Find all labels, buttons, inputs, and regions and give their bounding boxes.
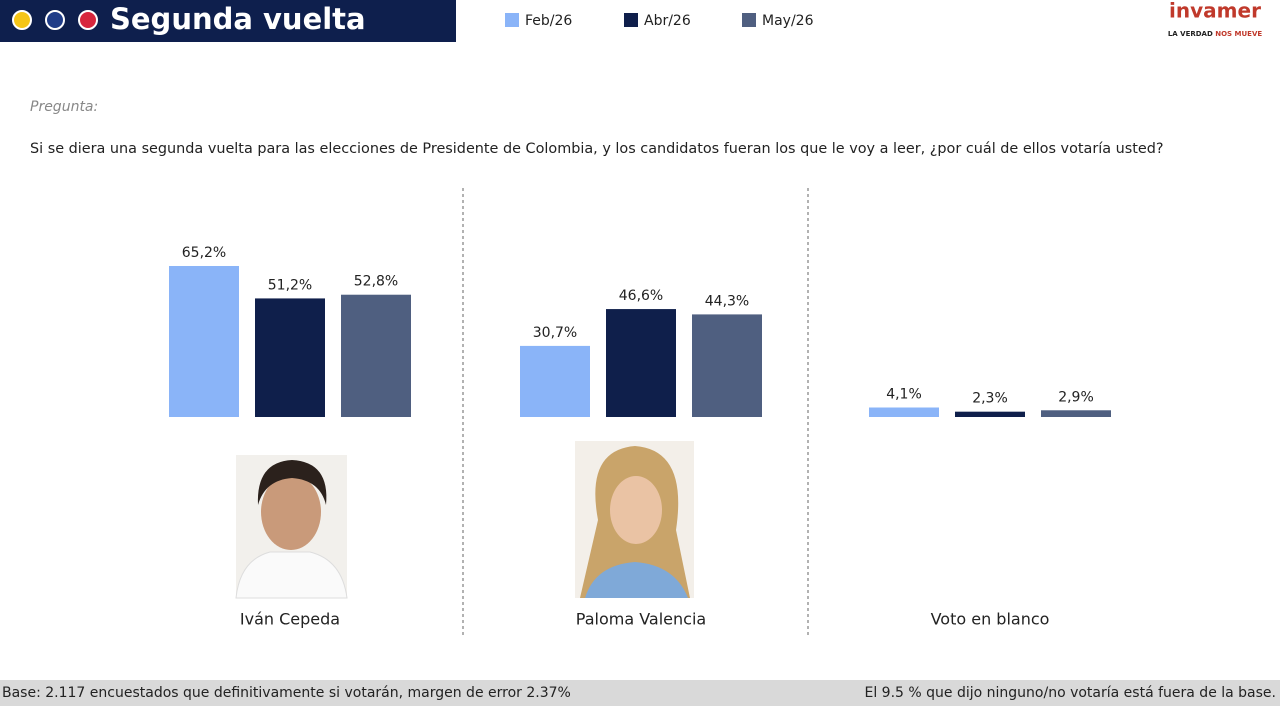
footer-left: Base: 2.117 encuestados que definitivame… — [2, 685, 571, 701]
header-bar — [0, 0, 456, 42]
dot — [78, 10, 98, 30]
category-label: Paloma Valencia — [576, 610, 706, 629]
bar — [1041, 410, 1111, 417]
legend-swatch — [505, 13, 519, 27]
category-label: Voto en blanco — [931, 610, 1050, 629]
value-label: 51,2% — [268, 277, 312, 293]
legend-label: Abr/26 — [644, 13, 691, 29]
dot — [45, 10, 65, 30]
value-label: 65,2% — [182, 245, 226, 261]
logo: invamer — [1169, 0, 1261, 23]
legend-swatch — [742, 13, 756, 27]
legend-label: Feb/26 — [525, 13, 572, 29]
bar — [341, 294, 411, 417]
footer-right: El 9.5 % que dijo ninguno/no votaría est… — [864, 685, 1276, 701]
bar — [169, 265, 239, 417]
bar — [869, 407, 939, 417]
footer-bar — [0, 680, 1280, 706]
value-label: 44,3% — [705, 293, 749, 309]
category-label: Iván Cepeda — [240, 610, 340, 629]
tagline: LA VERDAD NOS MUEVE — [1168, 30, 1263, 38]
bar — [520, 345, 590, 417]
question-label: Pregunta: — [30, 99, 98, 115]
legend-swatch — [624, 13, 638, 27]
value-label: 52,8% — [354, 274, 398, 290]
dot — [12, 10, 32, 30]
tagline-part: LA VERDAD — [1168, 30, 1213, 38]
tagline-part: NOS MUEVE — [1215, 30, 1262, 38]
bar — [255, 298, 325, 417]
photo-cepeda — [235, 455, 348, 599]
value-label: 4,1% — [886, 387, 922, 403]
chart-title: Segunda vuelta — [110, 2, 366, 36]
bar — [606, 309, 676, 417]
photo-valencia — [575, 441, 694, 598]
value-label: 46,6% — [619, 288, 663, 304]
question-text: Si se diera una segunda vuelta para las … — [30, 141, 1164, 157]
bar — [692, 314, 762, 417]
legend-label: May/26 — [762, 13, 814, 29]
value-label: 2,9% — [1058, 389, 1094, 405]
value-label: 30,7% — [533, 325, 577, 341]
value-label: 2,3% — [972, 391, 1008, 407]
bar — [955, 411, 1025, 417]
